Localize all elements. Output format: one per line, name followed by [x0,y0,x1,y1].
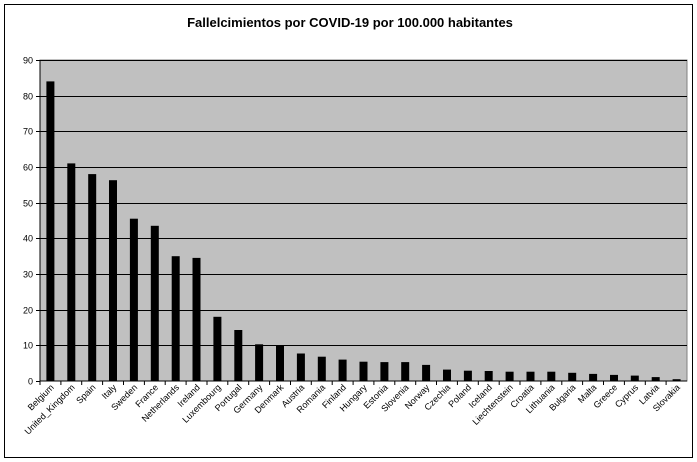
bar-portugal [234,330,243,381]
bar-estonia [380,362,389,381]
x-tick-label: Spain [74,382,97,405]
bar-greece [610,374,618,381]
bar-romania [317,356,326,381]
bar-hungary [359,361,368,381]
bar-czechia [443,369,451,381]
y-tick-label: 60 [23,163,33,173]
bar-denmark [276,345,284,381]
bar-belgium [46,81,55,382]
bars [46,81,681,382]
bar-liechtenstein [505,371,514,381]
y-axis: 0 10 20 30 40 50 60 70 80 90 [23,56,40,387]
y-tick-label: 0 [28,377,33,387]
bar-italy [109,180,117,381]
bar-united-kingdom [67,163,76,381]
bar-norway [422,364,431,381]
bar-sweden [129,218,138,381]
y-tick-label: 20 [23,306,33,316]
bar-iceland [484,371,493,381]
bar-spain [88,174,97,381]
x-tick-label: Cyprus [613,382,641,410]
bar-germany [255,344,264,381]
bar-austria [296,353,305,381]
gridlines [40,60,687,346]
y-tick-label: 80 [23,92,33,102]
chart-title: Fallelcimientos por COVID-19 por 100.000… [187,15,513,30]
bar-latvia [651,377,660,381]
bar-luxembourg [213,316,222,381]
y-tick-label: 30 [23,270,33,280]
bar-ireland [192,257,201,381]
bar-bulgaria [568,372,577,381]
y-tick-label: 50 [23,199,33,209]
y-tick-label: 70 [23,127,33,137]
bar-slovenia [401,362,410,381]
plot-area [39,59,688,382]
bar-poland [463,370,472,381]
y-tick-label: 90 [23,56,33,66]
bar-malta [589,373,598,381]
y-tick-label: 40 [23,234,33,244]
bar-netherlands [171,256,180,381]
bar-cyprus [630,375,639,381]
bar-lithuania [547,371,556,381]
bar-croatia [526,371,535,381]
bar-finland [338,359,347,381]
bar-france [150,225,159,381]
y-tick-label: 10 [23,341,33,351]
bar-slovakia [672,379,681,381]
